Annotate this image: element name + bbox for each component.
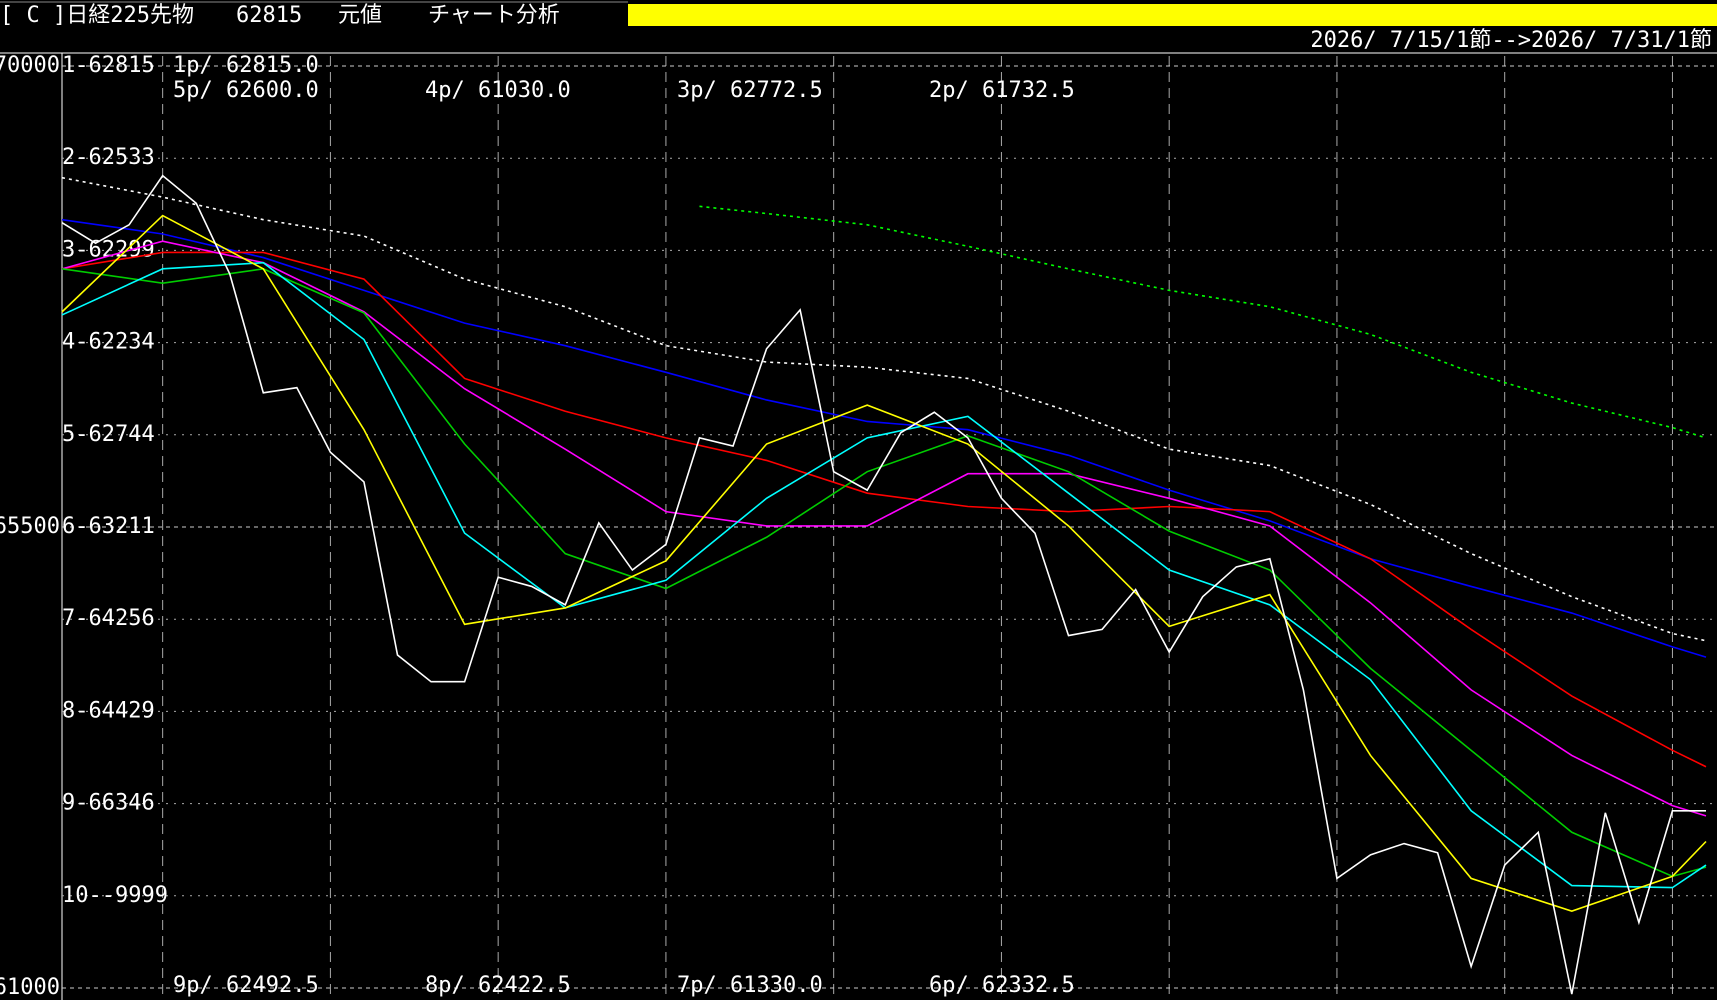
series-line [61, 176, 1707, 642]
y-tick-label: 65500 [0, 514, 60, 539]
header-price: 62815 [236, 3, 302, 28]
level-label: 2-62533 [62, 145, 155, 170]
level-label: 10--9999 [62, 883, 168, 908]
series-line [61, 251, 1707, 768]
level-label: 6-63211 [62, 514, 155, 539]
y-tick-label: 61000 [0, 975, 60, 1000]
header-label: 元値 [338, 3, 382, 28]
point-label: 4p/ 61030.0 [425, 78, 571, 103]
series-line [61, 268, 1707, 878]
level-label: 1-62815 [62, 53, 155, 78]
point-label: 6p/ 62332.5 [929, 973, 1075, 998]
level-label: 9-66346 [62, 791, 155, 816]
level-label: 3-62299 [62, 237, 155, 262]
date-range: 2026/ 7/15/1節-->2026/ 7/31/1節 [1310, 28, 1712, 53]
point-label: 3p/ 62772.5 [677, 78, 823, 103]
point-label: 7p/ 61330.0 [677, 973, 823, 998]
series-line [61, 240, 1707, 817]
series-line [699, 205, 1707, 439]
level-label: 8-64429 [62, 698, 155, 723]
level-label: 7-64256 [62, 606, 155, 631]
series-line [61, 174, 1706, 995]
point-label: 9p/ 62492.5 [173, 973, 319, 998]
series-line [61, 261, 1707, 889]
point-label: 2p/ 61732.5 [929, 78, 1075, 103]
point-label: 1p/ 62815.0 [173, 53, 319, 78]
header-label: チャート分析 [428, 3, 560, 28]
point-label: 8p/ 62422.5 [425, 973, 571, 998]
level-label: 4-62234 [62, 330, 155, 355]
series-line [61, 218, 1707, 658]
status-bar [628, 4, 1717, 26]
point-label: 5p/ 62600.0 [173, 78, 319, 103]
y-tick-label: 70000 [0, 53, 60, 78]
header-title: [ C ]日経225先物 [0, 3, 194, 28]
level-label: 5-62744 [62, 422, 155, 447]
series-line [61, 214, 1707, 913]
